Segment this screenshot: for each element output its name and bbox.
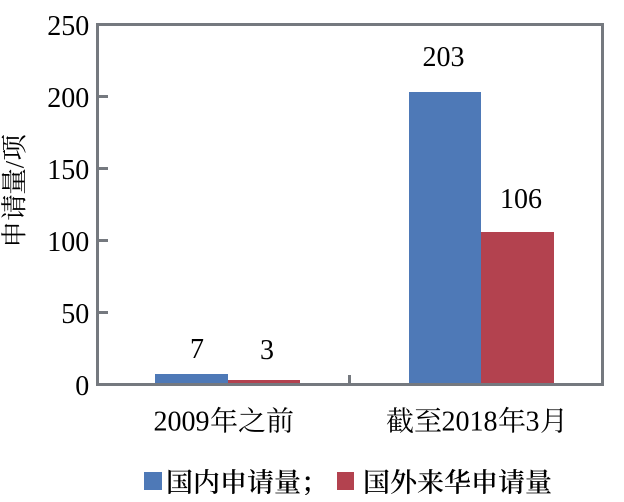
value-label-foreign-2018: 106 (500, 184, 542, 216)
x-axis-tick-category-divider (348, 374, 352, 383)
y-tick-label-200: 200 (47, 82, 90, 114)
value-label-foreign-before2009: 3 (260, 335, 274, 367)
x-category-label-2018: 2018 3 (386, 406, 568, 437)
x-category-label-before2009: 2009 (154, 406, 294, 437)
value-label-domestic-2018: 203 (422, 41, 465, 73)
bar-foreign-2018 (481, 231, 554, 383)
y-axis-title: / (0, 134, 29, 247)
plot-area-frame (96, 23, 604, 386)
y-tick-label-50: 50 (61, 298, 90, 330)
y-tick-label-150: 150 (47, 154, 90, 186)
bar-domestic-before2009 (155, 374, 228, 383)
y-axis-tick-50 (99, 311, 108, 314)
legend-swatch-domestic (144, 472, 162, 490)
y-tick-label-100: 100 (47, 226, 90, 258)
legend-swatch-foreign (336, 472, 355, 490)
value-label-domestic-before2009: 7 (190, 334, 204, 366)
y-axis-tick-150 (99, 167, 108, 170)
legend-label-foreign (363, 468, 552, 497)
y-tick-label-250: 250 (47, 10, 90, 42)
bar-domestic-2018 (408, 92, 481, 383)
bar-foreign-before2009 (227, 380, 300, 383)
y-axis-tick-100 (99, 239, 108, 242)
y-tick-label-0: 0 (75, 370, 90, 402)
legend-label-domestic (166, 468, 328, 497)
y-axis-tick-200 (99, 95, 108, 98)
